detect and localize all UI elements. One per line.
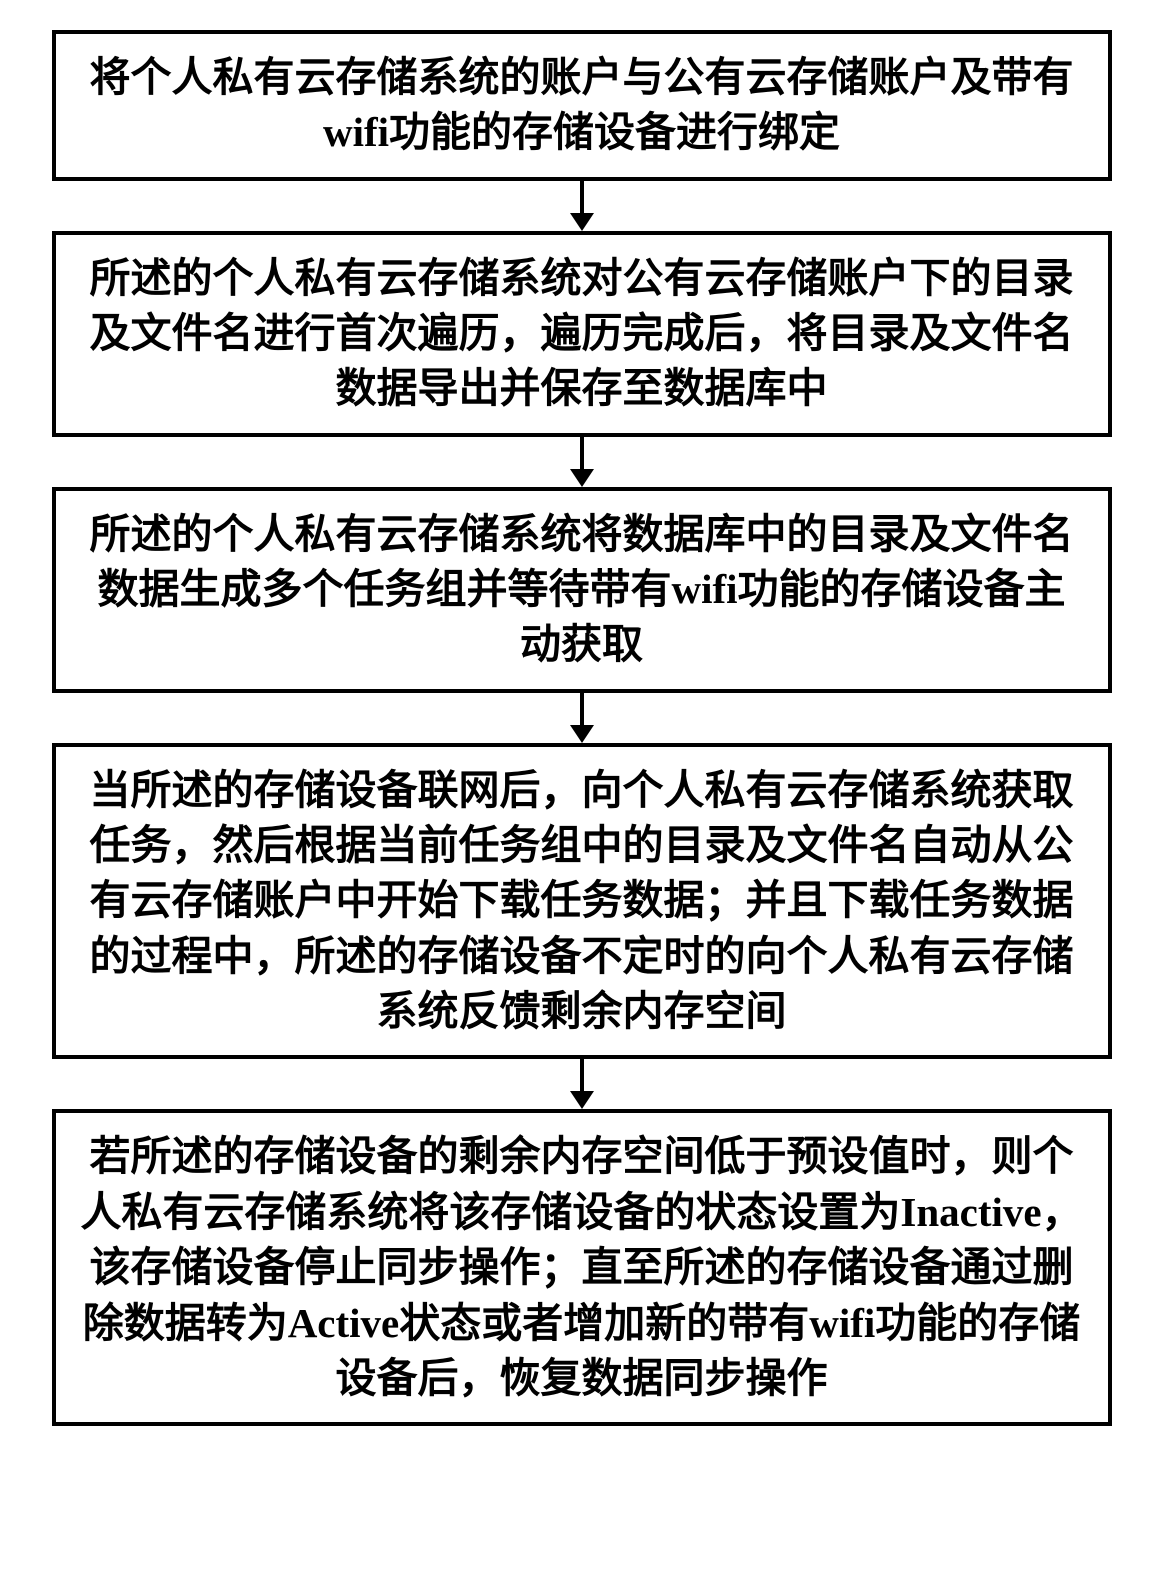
flow-step-4: 当所述的存储设备联网后，向个人私有云存储系统获取任务，然后根据当前任务组中的目录… — [52, 743, 1112, 1060]
flow-step-1-text: 将个人私有云存储系统的账户与公有云存储账户及带有wifi功能的存储设备进行绑定 — [90, 54, 1074, 155]
arrow-3 — [562, 693, 602, 743]
arrow-down-icon — [562, 693, 602, 743]
flowchart-container: 将个人私有云存储系统的账户与公有云存储账户及带有wifi功能的存储设备进行绑定 … — [45, 30, 1118, 1426]
flow-step-3-text: 所述的个人私有云存储系统将数据库中的目录及文件名数据生成多个任务组并等待带有wi… — [90, 511, 1074, 668]
arrow-2 — [562, 437, 602, 487]
arrow-down-icon — [562, 181, 602, 231]
flow-step-3: 所述的个人私有云存储系统将数据库中的目录及文件名数据生成多个任务组并等待带有wi… — [52, 487, 1112, 693]
flow-step-2-text: 所述的个人私有云存储系统对公有云存储账户下的目录及文件名进行首次遍历，遍历完成后… — [90, 255, 1074, 412]
flow-step-5-text: 若所述的存储设备的剩余内存空间低于预设值时，则个人私有云存储系统将该存储设备的状… — [80, 1133, 1082, 1400]
arrow-4 — [562, 1059, 602, 1109]
flow-step-2: 所述的个人私有云存储系统对公有云存储账户下的目录及文件名进行首次遍历，遍历完成后… — [52, 231, 1112, 437]
arrow-down-icon — [562, 1059, 602, 1109]
flow-step-5: 若所述的存储设备的剩余内存空间低于预设值时，则个人私有云存储系统将该存储设备的状… — [52, 1109, 1112, 1426]
arrow-down-icon — [562, 437, 602, 487]
flow-step-1: 将个人私有云存储系统的账户与公有云存储账户及带有wifi功能的存储设备进行绑定 — [52, 30, 1112, 181]
arrow-1 — [562, 181, 602, 231]
flow-step-4-text: 当所述的存储设备联网后，向个人私有云存储系统获取任务，然后根据当前任务组中的目录… — [90, 767, 1074, 1034]
